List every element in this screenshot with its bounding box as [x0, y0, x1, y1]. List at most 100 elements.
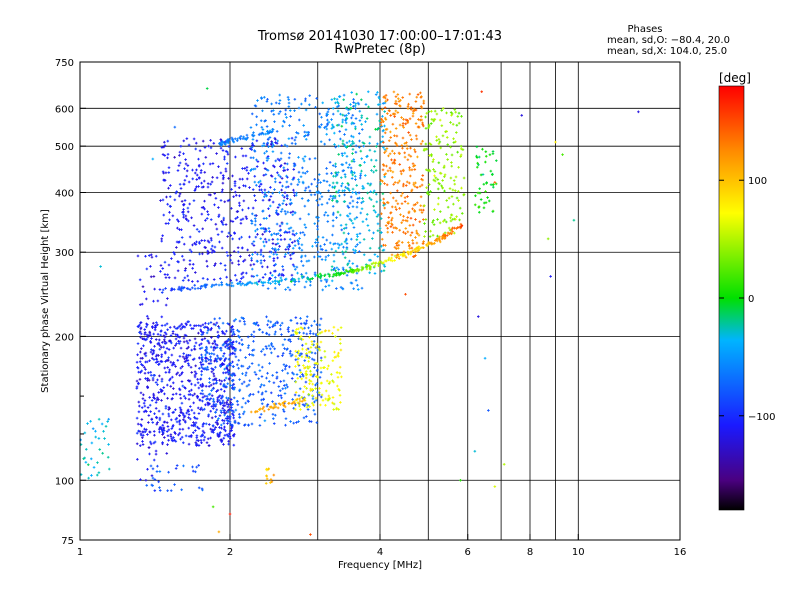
data-point — [155, 321, 158, 324]
data-point — [164, 404, 168, 408]
data-point — [187, 345, 190, 349]
y-tick-label: 200 — [55, 332, 74, 343]
data-point — [183, 414, 187, 418]
data-point — [197, 427, 201, 430]
data-point — [170, 341, 173, 345]
data-point — [162, 431, 165, 435]
data-point — [139, 350, 142, 354]
data-point — [174, 440, 178, 443]
data-point — [199, 377, 203, 381]
data-point — [178, 393, 182, 396]
data-point — [223, 359, 226, 363]
data-points — [79, 87, 640, 536]
data-point — [195, 436, 199, 439]
data-point — [219, 402, 222, 406]
data-point — [183, 419, 187, 423]
x-tick-label: 8 — [527, 547, 533, 558]
data-point — [170, 353, 174, 357]
data-point — [228, 362, 231, 366]
data-point — [156, 332, 160, 336]
data-point — [198, 343, 201, 347]
data-point — [150, 348, 153, 351]
data-point — [180, 401, 184, 405]
data-point — [179, 346, 183, 350]
data-point — [199, 408, 202, 411]
data-point — [204, 384, 208, 388]
colorbar-tick-label: −100 — [748, 412, 775, 423]
data-point — [179, 396, 183, 400]
data-point — [168, 368, 171, 372]
data-point — [232, 416, 236, 420]
data-point — [225, 340, 229, 343]
data-point — [146, 406, 150, 409]
data-point — [229, 344, 233, 348]
data-point — [193, 375, 197, 379]
data-point — [135, 431, 139, 435]
data-point — [152, 332, 155, 336]
data-point — [201, 382, 204, 386]
data-point — [159, 388, 163, 391]
data-point — [151, 349, 155, 352]
data-point — [141, 364, 145, 367]
data-point — [178, 374, 182, 377]
data-point — [226, 367, 229, 371]
data-point — [176, 359, 180, 362]
data-point — [177, 420, 181, 424]
data-point — [224, 345, 227, 349]
data-point — [156, 360, 160, 363]
data-point — [185, 339, 189, 343]
data-point — [186, 341, 190, 345]
data-point — [165, 322, 169, 326]
data-point — [140, 406, 144, 409]
data-point — [210, 327, 213, 330]
data-point — [167, 406, 171, 409]
data-point — [192, 401, 195, 405]
data-point — [152, 430, 156, 433]
data-point — [230, 326, 233, 329]
data-point — [181, 325, 185, 328]
data-point — [207, 385, 211, 388]
data-point — [201, 323, 205, 327]
data-point — [179, 437, 182, 441]
data-point — [172, 436, 175, 439]
data-point — [195, 444, 198, 447]
data-point — [170, 363, 174, 367]
data-point — [146, 323, 149, 326]
data-point — [221, 418, 224, 422]
data-point — [136, 342, 140, 345]
data-point — [190, 371, 193, 374]
data-point — [215, 408, 219, 412]
data-point — [186, 408, 190, 412]
data-point — [223, 378, 226, 382]
data-point — [225, 402, 229, 406]
chart-title: Tromsø 20141030 17:00:00–17:01:43 — [257, 29, 502, 44]
x-tick-label: 2 — [227, 547, 233, 558]
data-point — [204, 321, 207, 325]
data-point — [214, 415, 217, 418]
data-point — [212, 348, 215, 352]
data-point — [232, 340, 235, 344]
data-point — [164, 350, 167, 354]
data-point — [137, 325, 140, 329]
data-point — [181, 412, 185, 415]
data-point — [185, 411, 188, 415]
data-point — [166, 383, 169, 387]
data-point — [193, 337, 197, 341]
data-point — [141, 443, 145, 446]
data-point — [156, 323, 159, 327]
data-point — [138, 360, 142, 364]
data-point — [219, 438, 223, 442]
data-point — [158, 416, 162, 420]
data-point — [144, 409, 147, 413]
data-point — [171, 439, 175, 443]
data-point — [218, 426, 221, 429]
data-point — [157, 363, 160, 366]
data-point — [150, 337, 153, 340]
data-point — [202, 438, 206, 442]
data-point — [149, 373, 153, 377]
data-point — [228, 429, 232, 433]
data-point — [206, 326, 209, 329]
data-point — [211, 342, 215, 345]
data-point — [189, 405, 192, 408]
data-point — [182, 336, 186, 340]
